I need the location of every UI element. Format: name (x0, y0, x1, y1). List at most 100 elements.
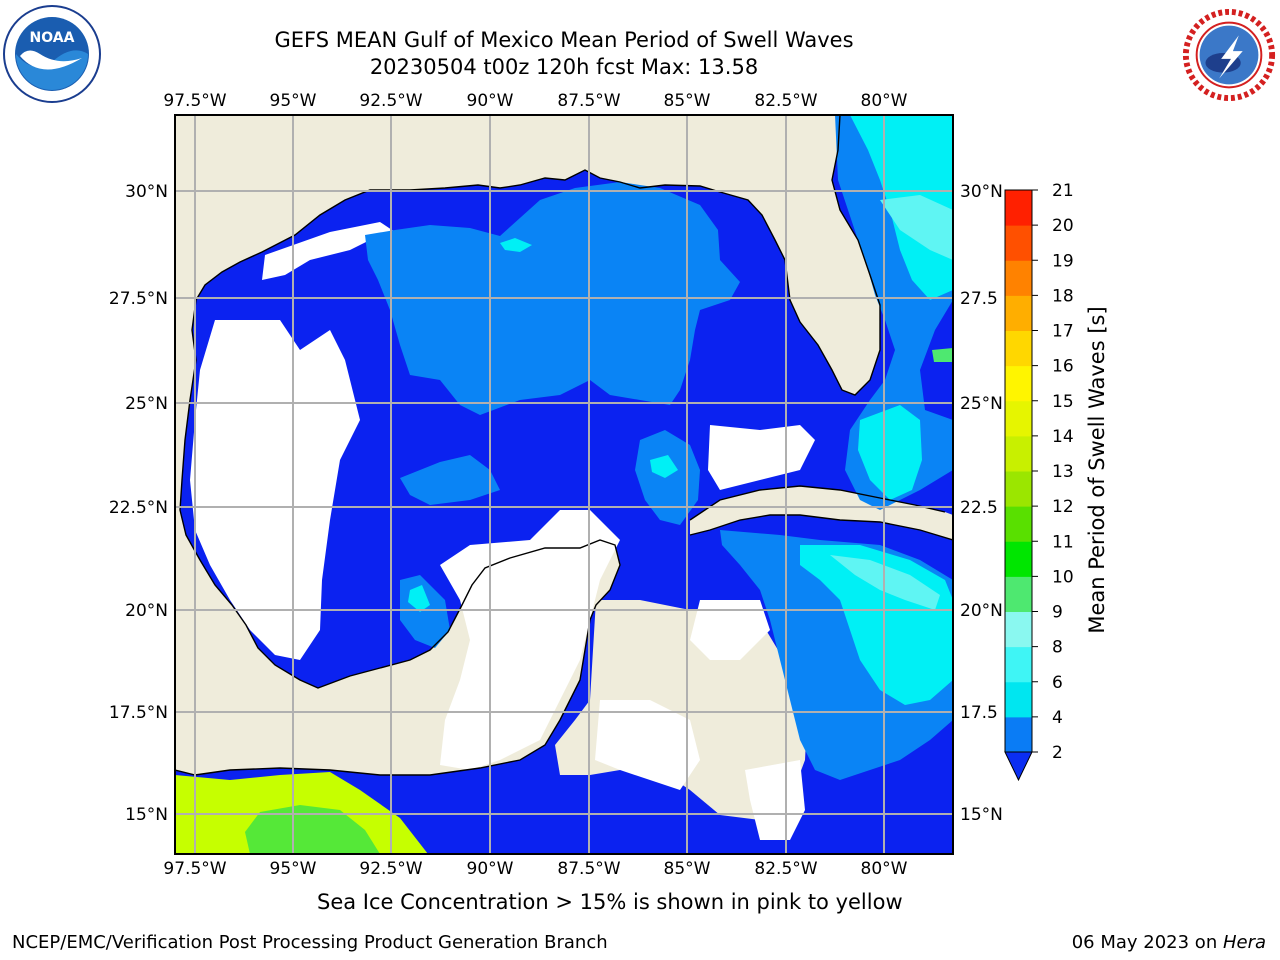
lat-label: 27.5 (960, 289, 998, 309)
nodata-caribbean-patch (690, 600, 770, 660)
lon-label: 97.5°W (163, 91, 226, 111)
graticule (175, 115, 953, 854)
lon-label: 90°W (467, 859, 514, 879)
colorbar-band (1005, 576, 1032, 612)
colorbar-tick-label: 16 (1052, 357, 1074, 377)
lon-labels-bottom: 97.5°W 95°W 92.5°W 90°W 87.5°W 85°W 82.5… (163, 859, 907, 879)
colorbar-tick-label: 9 (1052, 603, 1063, 623)
contour-4-6s-loop-current (650, 455, 678, 478)
lon-label: 82.5°W (754, 91, 817, 111)
colorbar-tick-label: 20 (1052, 216, 1074, 236)
colorbar-tick-label: 14 (1052, 427, 1074, 447)
contour-8-9s-bahamas (932, 348, 953, 362)
coastline-us (175, 115, 881, 776)
lon-label: 97.5°W (163, 859, 226, 879)
colorbar-band (1005, 681, 1032, 718)
lon-label: 80°W (861, 859, 908, 879)
lat-label: 22.5 (960, 498, 998, 518)
contour-pacific-swell-green (245, 805, 380, 854)
nodata-honduras-coast (745, 760, 805, 840)
lon-label: 92.5°W (359, 859, 422, 879)
colorbar-band (1005, 295, 1032, 331)
colorbar: 2 4 6 8 9 10 11 12 13 14 15 16 17 18 19 20 21 (1004, 181, 1074, 782)
colorbar-band (1005, 435, 1032, 472)
nodata-texas-shelf (262, 222, 395, 280)
nws-logo-icon (1181, 7, 1277, 103)
lat-labels-right: 30°N 27.5 25°N 22.5 20°N 17.5 15°N (960, 182, 1003, 825)
contour-4-6s-straits (858, 405, 922, 500)
colorbar-tick-label: 18 (1052, 286, 1074, 306)
lat-label: 25°N (125, 394, 168, 414)
noaa-logo-icon: NOAA (3, 5, 101, 103)
colorbar-band (1005, 365, 1032, 402)
lon-label: 95°W (270, 91, 317, 111)
colorbar-label: Mean Period of Swell Waves [s] (1085, 306, 1109, 633)
lon-label: 85°W (664, 859, 711, 879)
machine-name: Hera (1222, 932, 1266, 953)
nodata-south-of-florida (708, 425, 815, 490)
lon-label: 85°W (664, 91, 711, 111)
run-date-text: 06 May 2023 on (1071, 932, 1223, 953)
colorbar-band (1005, 190, 1032, 226)
colorbar-tick-label: 8 (1052, 638, 1063, 658)
lat-labels-left: 30°N 27.5°N 25°N 22.5°N 20°N 17.5°N 15°N (109, 182, 168, 825)
lat-label: 20°N (125, 601, 168, 621)
sea-ice-caption: Sea Ice Concentration > 15% is shown in … (317, 890, 903, 914)
lat-label: 15°N (125, 805, 168, 825)
chart-title: GEFS MEAN Gulf of Mexico Mean Period of … (274, 28, 854, 52)
lat-label: 17.5°N (109, 703, 168, 723)
lon-label: 92.5°W (359, 91, 422, 111)
lon-label: 90°W (467, 91, 514, 111)
map-plot-area (175, 115, 953, 854)
colorbar-tick-label: 12 (1052, 497, 1074, 517)
contour-2-4s-central-gulf (400, 455, 500, 505)
nodata-yucatan-east (595, 700, 700, 790)
colorbar-band (1005, 471, 1032, 507)
colorbar-band (1005, 646, 1032, 683)
lon-label: 95°W (270, 859, 317, 879)
colorbar-band (1005, 330, 1032, 367)
organization-credit: NCEP/EMC/Verification Post Processing Pr… (12, 932, 608, 953)
colorbar-tick-label: 2 (1052, 743, 1063, 763)
lat-label: 15°N (960, 805, 1003, 825)
colorbar-band (1005, 260, 1032, 296)
noaa-logo-text: NOAA (30, 30, 75, 46)
colorbar-tick-label: 19 (1052, 251, 1074, 271)
colorbar-tick-label: 15 (1052, 392, 1074, 412)
lat-label: 20°N (960, 601, 1003, 621)
colorbar-extend-min (1004, 751, 1033, 782)
lon-label: 87.5°W (557, 91, 620, 111)
map-frame (174, 114, 954, 855)
colorbar-tick-label: 17 (1052, 322, 1074, 342)
run-date: 06 May 2023 on Hera (1072, 932, 1266, 953)
chart-subtitle: 20230504 t00z 120h fcst Max: 13.58 (369, 55, 759, 79)
nodata-bay-of-campeche-coast (440, 510, 620, 770)
contour-6-8s-florida-atlantic (880, 195, 953, 260)
lon-labels-top: 97.5°W 95°W 92.5°W 90°W 87.5°W 85°W 82.5… (163, 91, 907, 111)
coastline-cuba (689, 485, 953, 541)
colorbar-band (1005, 541, 1032, 577)
colorbar-tick-label: 6 (1052, 673, 1063, 693)
lon-label: 87.5°W (557, 859, 620, 879)
lon-label: 80°W (861, 91, 908, 111)
colorbar-tick-label: 4 (1052, 708, 1063, 728)
lat-label: 25°N (960, 394, 1003, 414)
colorbar-band (1005, 716, 1032, 753)
colorbar-tick-label: 21 (1052, 181, 1074, 201)
nodata-western-gulf (190, 320, 360, 660)
lon-label: 82.5°W (754, 859, 817, 879)
contour-2-4s-loop-current (635, 430, 700, 525)
lat-label: 22.5°N (109, 498, 168, 518)
lat-label: 30°N (960, 182, 1003, 202)
colorbar-band (1005, 611, 1032, 648)
colorbar-tick-label: 13 (1052, 462, 1074, 482)
contour-4-6s-northern-gulf (500, 238, 532, 252)
lat-label: 27.5°N (109, 289, 168, 309)
colorbar-band (1005, 400, 1032, 437)
lat-label: 30°N (125, 182, 168, 202)
colorbar-tick-label: 11 (1052, 532, 1074, 552)
lat-label: 17.5 (960, 703, 998, 723)
colorbar-band (1005, 506, 1032, 542)
colorbar-tick-label: 10 (1052, 567, 1074, 587)
